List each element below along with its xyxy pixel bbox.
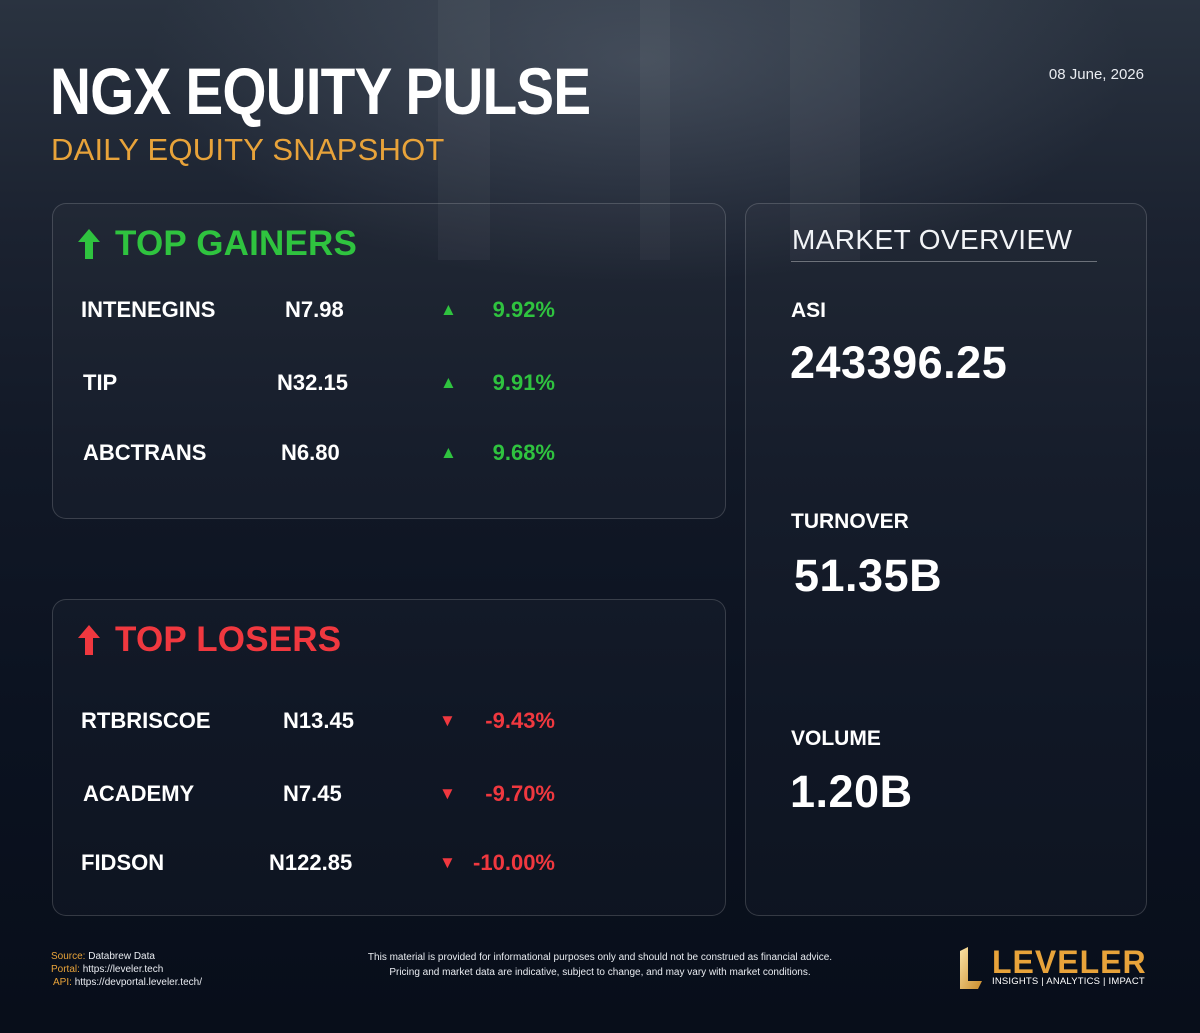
brand-tagline: INSIGHTS | ANALYTICS | IMPACT	[992, 976, 1145, 987]
top-gainers-header: TOP GAINERS	[77, 224, 357, 264]
up-triangle-icon: ▲	[440, 300, 457, 319]
leveler-logo-mark-icon	[960, 947, 982, 989]
arrow-up-icon	[78, 229, 100, 259]
source-value: Databrew Data	[88, 951, 155, 962]
loser-change: -9.70%	[485, 781, 555, 806]
gainer-change: 9.92%	[492, 297, 555, 322]
gainer-price: N32.15	[277, 370, 348, 395]
top-losers-header: TOP LOSERS	[77, 620, 341, 660]
api-link[interactable]: https://devportal.leveler.tech/	[74, 977, 202, 988]
loser-price: N7.45	[283, 781, 342, 806]
table-row: FIDSON N122.85 ▼ -10.00%	[53, 843, 725, 883]
portal-label: Portal:	[51, 964, 80, 975]
disclaimer-line: Pricing and market data are indicative, …	[389, 967, 811, 978]
down-triangle-icon: ▼	[439, 711, 456, 730]
up-triangle-icon: ▲	[440, 373, 457, 392]
gainer-symbol: INTENEGINS	[81, 297, 216, 322]
portal-link[interactable]: https://leveler.tech	[82, 964, 164, 975]
disclaimer-line: This material is provided for informatio…	[367, 952, 833, 963]
api-line: API: https://devportal.leveler.tech/	[51, 976, 202, 989]
page-title: NGX EQUITY PULSE	[50, 54, 591, 128]
table-row: TIP N32.15 ▲ 9.91%	[53, 363, 725, 403]
background-streak	[640, 0, 670, 260]
volume-label: VOLUME	[791, 727, 881, 750]
background-streak	[438, 0, 490, 260]
asi-label: ASI	[791, 299, 827, 322]
loser-symbol: RTBRISCOE	[81, 708, 211, 733]
page-subtitle: DAILY EQUITY SNAPSHOT	[51, 132, 445, 167]
brand-name: LEVELER	[992, 944, 1147, 980]
gainer-symbol: ABCTRANS	[83, 440, 207, 465]
gainer-price: N7.98	[285, 297, 344, 322]
top-losers-title: TOP LOSERS	[115, 620, 342, 659]
market-overview-panel: MARKET OVERVIEW ASI 243396.25 TURNOVER 5…	[745, 203, 1147, 916]
loser-change: -10.00%	[473, 850, 555, 875]
top-losers-panel: TOP LOSERS RTBRISCOE N13.45 ▼ -9.43% ACA…	[52, 599, 726, 916]
asi-value: 243396.25	[790, 337, 1008, 388]
top-gainers-title: TOP GAINERS	[115, 224, 358, 263]
up-triangle-icon: ▲	[440, 443, 457, 462]
table-row: INTENEGINS N7.98 ▲ 9.92%	[53, 290, 725, 330]
table-row: ABCTRANS N6.80 ▲ 9.68%	[53, 433, 725, 473]
arrow-up-icon	[78, 625, 100, 655]
turnover-label: TURNOVER	[791, 510, 909, 533]
source-line: Source: Databrew Data	[51, 950, 202, 963]
gainer-change: 9.68%	[492, 440, 555, 465]
leveler-logo: LEVELER INSIGHTS | ANALYTICS | IMPACT	[958, 945, 1158, 991]
gainer-price: N6.80	[281, 440, 340, 465]
loser-symbol: FIDSON	[81, 850, 165, 875]
top-gainers-panel: TOP GAINERS INTENEGINS N7.98 ▲ 9.92% TIP…	[52, 203, 726, 519]
report-date: 08 June, 2026	[1048, 66, 1144, 83]
loser-price: N13.45	[283, 708, 354, 733]
gainer-change: 9.91%	[492, 370, 555, 395]
table-row: ACADEMY N7.45 ▼ -9.70%	[53, 774, 725, 814]
gainer-symbol: TIP	[83, 370, 118, 395]
api-label: API:	[53, 977, 72, 988]
volume-value: 1.20B	[790, 766, 913, 817]
loser-symbol: ACADEMY	[83, 781, 195, 806]
source-info: Source: Databrew Data Portal: https://le…	[51, 950, 202, 989]
loser-change: -9.43%	[485, 708, 555, 733]
loser-price: N122.85	[269, 850, 353, 875]
background-streak	[790, 0, 860, 260]
table-row: RTBRISCOE N13.45 ▼ -9.43%	[53, 701, 725, 741]
down-triangle-icon: ▼	[439, 853, 456, 872]
portal-line: Portal: https://leveler.tech	[51, 963, 202, 976]
divider	[791, 261, 1097, 262]
disclaimer: This material is provided for informatio…	[300, 950, 900, 980]
market-overview-title: MARKET OVERVIEW	[792, 224, 1073, 255]
down-triangle-icon: ▼	[439, 784, 456, 803]
source-label: Source:	[51, 951, 86, 962]
turnover-value: 51.35B	[794, 550, 943, 601]
